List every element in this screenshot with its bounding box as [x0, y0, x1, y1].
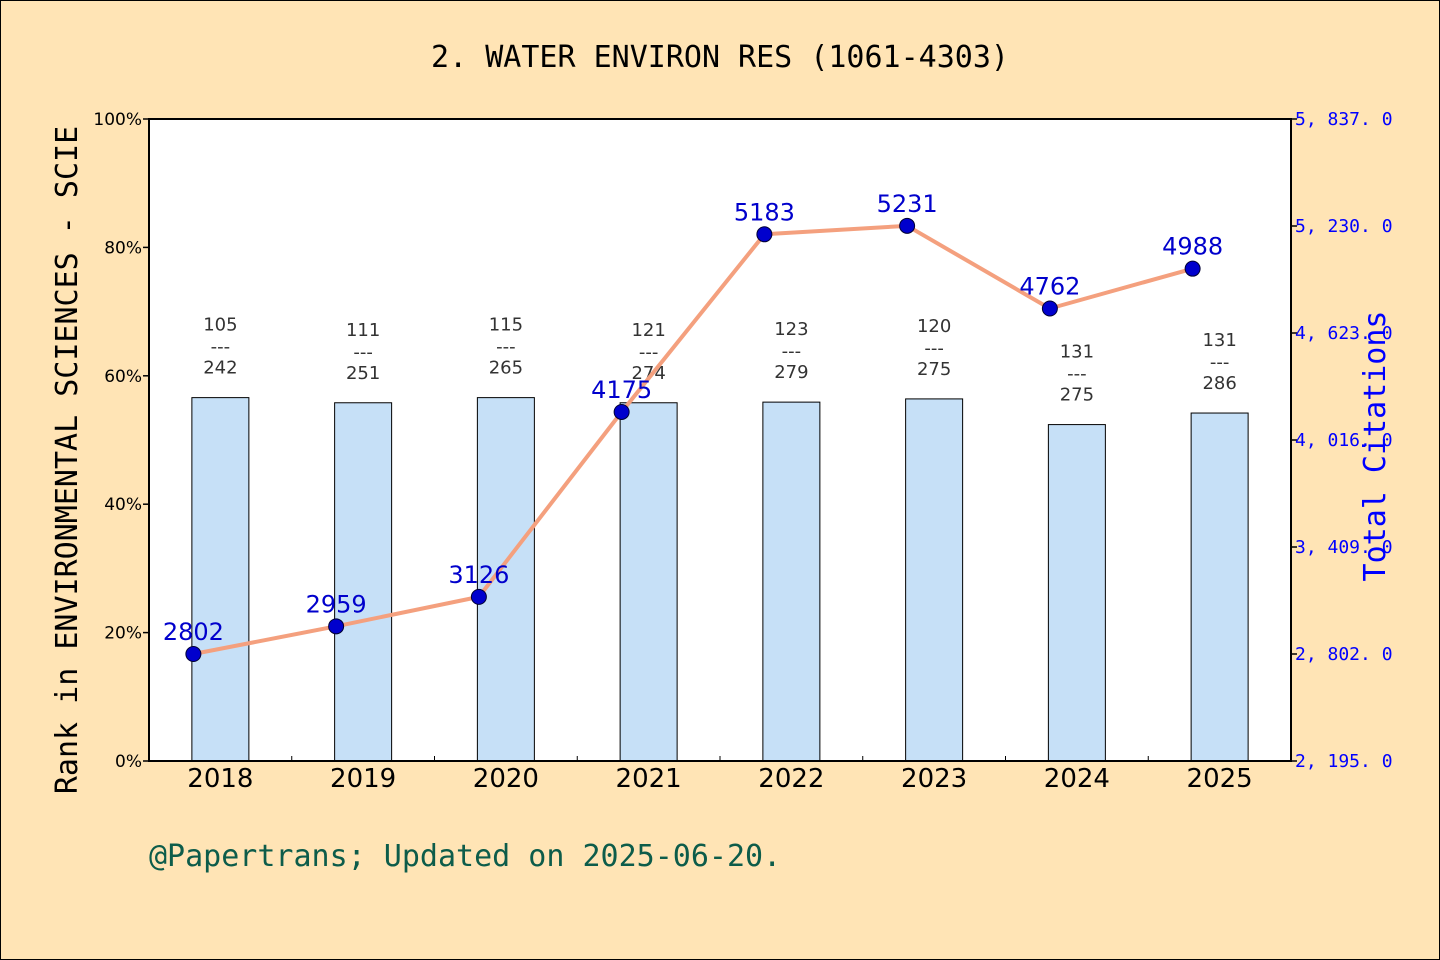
rank-separator-2018: ---: [211, 337, 231, 358]
rank-label-2022: 123: [774, 319, 808, 340]
footer-note: @Papertrans; Updated on 2025-06-20.: [149, 839, 781, 874]
total-label-2019: 251: [346, 363, 380, 384]
citation-line: [192, 223, 1194, 656]
right-tick-label: 2, 195. 0: [1295, 751, 1393, 772]
plot-area: [149, 119, 1291, 761]
rank-label-2025: 131: [1202, 330, 1236, 351]
right-tick-label: 4, 623. 0: [1295, 323, 1393, 344]
total-label-2025: 286: [1202, 373, 1236, 394]
citation-point-2023: [899, 217, 916, 234]
bar-2019: [334, 402, 393, 762]
right-axis: 2, 195. 0 2, 802. 0 3, 409. 0 4, 016. 0 4, 6…: [1291, 109, 1393, 772]
x-tick-label-2025: 2025: [1187, 764, 1253, 794]
rank-separator-2021: ---: [639, 342, 659, 363]
total-label-2018: 242: [203, 358, 237, 379]
citation-label-2024: 4762: [1019, 272, 1080, 300]
bar-2025: [1190, 412, 1249, 762]
left-tick-label: 100%: [93, 110, 142, 130]
left-tick-label: 40%: [104, 495, 142, 515]
bar-2022: [762, 401, 821, 762]
right-tick-label: 4, 016. 0: [1295, 430, 1393, 451]
right-tick-label: 2, 802. 0: [1295, 644, 1393, 665]
left-axis-label: Rank in ENVIRONMENTAL SCIENCES - SCIE: [50, 126, 85, 794]
citation-label-2020: 3126: [448, 561, 509, 589]
rank-separator-2023: ---: [924, 338, 944, 359]
right-tick-label: 3, 409. 0: [1295, 537, 1393, 558]
citation-point-2025: [1184, 260, 1201, 277]
left-axis: 0% 20% 40% 60% 80% 100%: [93, 110, 149, 772]
rank-label-2023: 120: [917, 316, 951, 337]
left-tick-label: 60%: [104, 367, 142, 387]
rank-label-2021: 121: [631, 320, 665, 341]
left-tick-label: 80%: [104, 238, 142, 258]
rank-separator-2024: ---: [1067, 364, 1087, 385]
x-tick-label-2022: 2022: [758, 764, 824, 794]
citation-point-2021: [613, 403, 630, 420]
citation-point-2022: [756, 226, 773, 243]
bar-2018: [191, 397, 250, 762]
x-tick-label-2023: 2023: [901, 764, 967, 794]
rank-label-2024: 131: [1060, 342, 1094, 363]
x-tick-label-2021: 2021: [616, 764, 682, 794]
left-tick-label: 20%: [104, 624, 142, 644]
total-label-2020: 265: [489, 358, 523, 379]
citation-point-2024: [1041, 300, 1058, 317]
left-tick-label: 0%: [115, 752, 142, 772]
right-axis-label: Total Citations: [1358, 311, 1393, 582]
x-tick-label-2020: 2020: [473, 764, 539, 794]
citation-label-2021: 4175: [591, 376, 652, 404]
right-tick-label: 5, 230. 0: [1295, 216, 1393, 237]
total-label-2023: 275: [917, 359, 951, 380]
rank-separator-2019: ---: [353, 342, 373, 363]
citation-label-2022: 5183: [734, 198, 795, 226]
citation-point-2020: [470, 588, 487, 605]
bar-2024: [1047, 424, 1106, 762]
bar-2023: [905, 398, 964, 762]
chart-title: 2. WATER ENVIRON RES (1061-4303): [431, 40, 1009, 75]
x-axis: 2018 2019 2020 2021 2022 2023 2024 2025: [148, 756, 1292, 794]
x-tick-label-2019: 2019: [330, 764, 396, 794]
total-label-2022: 279: [774, 362, 808, 383]
rank-separator-2022: ---: [782, 341, 802, 362]
x-tick-label-2024: 2024: [1044, 764, 1110, 794]
right-tick-label: 5, 837. 0: [1295, 109, 1393, 130]
citation-point-2019: [328, 618, 345, 635]
citation-label-2023: 5231: [877, 190, 938, 218]
x-tick-label-2018: 2018: [187, 764, 253, 794]
total-label-2024: 275: [1060, 385, 1094, 406]
citation-label-2019: 2959: [306, 590, 367, 618]
rank-separator-2025: ---: [1210, 352, 1230, 373]
citation-point-2018: [185, 646, 202, 662]
citation-label-2025: 4988: [1162, 233, 1223, 261]
rank-label-2020: 115: [489, 315, 523, 336]
rank-separator-2020: ---: [496, 337, 516, 358]
rank-label-2018: 105: [203, 315, 237, 336]
citation-line-series: 2802 2959 3126 4175 5183 5231 4762 4988: [163, 190, 1223, 662]
citation-label-2018: 2802: [163, 618, 224, 646]
bar-2021: [619, 402, 678, 762]
rank-label-2019: 111: [346, 320, 380, 341]
rank-labels: 105---242111---251115---265121---274123-…: [203, 315, 1237, 406]
bar-2020: [476, 397, 535, 762]
